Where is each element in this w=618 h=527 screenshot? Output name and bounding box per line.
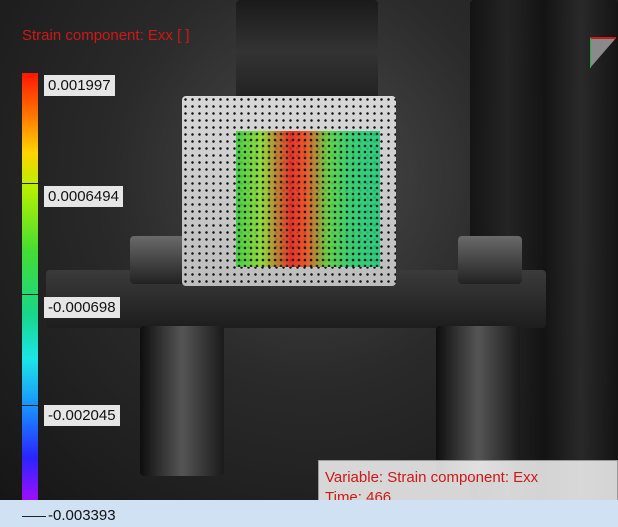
variable-label: Variable: Strain component: Exx [325,469,539,486]
viewer-title: Strain component: Exx [ ] [22,27,190,44]
orientation-triangle-icon[interactable] [590,36,616,70]
legend-tick [22,516,46,517]
legend-tick [22,183,46,184]
upper-grip [236,0,378,104]
legend-tick [22,405,46,406]
right-nut [458,236,522,284]
time-label: Time: 466 [325,489,392,500]
legend-value: -0.000698 [44,297,120,318]
strain-field-overlay[interactable] [236,131,380,267]
legend-value: 0.001997 [44,75,115,96]
legend-value: -0.002045 [44,405,120,426]
left-post [140,326,224,476]
legend-tick [22,294,46,295]
info-panel: Variable: Strain component: Exx Time: 46… [318,460,618,500]
legend-tick [22,72,46,73]
legend-value: -0.003393 [48,507,116,524]
legend-value: 0.0006494 [44,186,123,207]
dic-viewport[interactable]: Strain component: Exx [ ] 0.001997 0.000… [0,0,618,500]
right-post [436,326,520,476]
color-legend-bar [22,72,38,500]
